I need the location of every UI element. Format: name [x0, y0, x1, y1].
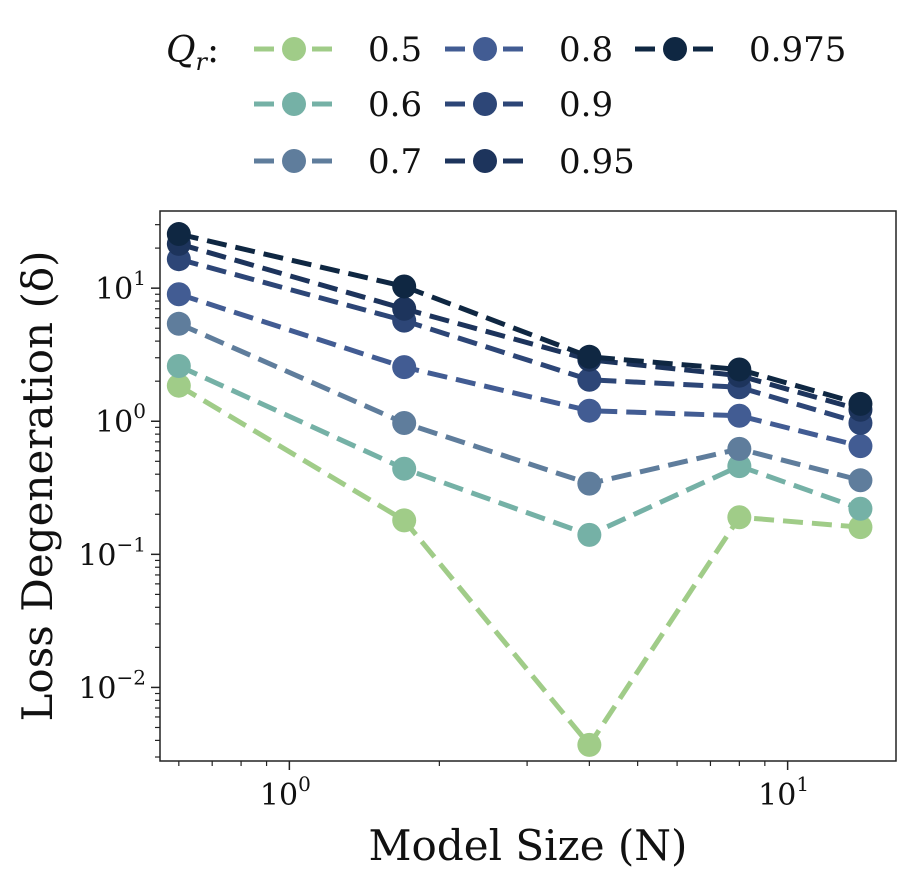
y-tick-exponent-3: 1	[133, 266, 146, 290]
series-line-0.5	[177, 383, 861, 750]
y-tick-base-3: 10	[95, 272, 133, 307]
data-point-0.6-4	[848, 496, 873, 521]
data-point-0.6-3	[727, 454, 752, 479]
legend-label-0.8: 0.8	[559, 30, 613, 70]
y-tick-exponent-2: 0	[133, 399, 146, 423]
data-point-0.5-4	[848, 515, 873, 540]
series-0.7	[166, 311, 873, 496]
x-axis-label: Model Size (N)	[369, 821, 688, 870]
legend-entry-0.975: 0.975	[635, 30, 846, 70]
y-tick-label-3: 101	[95, 266, 146, 307]
data-point-0.9-2	[577, 367, 602, 392]
legend-marker-0.975	[663, 37, 687, 61]
x-tick-exponent-1: 1	[796, 772, 809, 796]
legend-entry-0.8: 0.8	[445, 30, 613, 70]
data-point-0.8-4	[848, 434, 873, 459]
y-tick-base-2: 10	[95, 405, 133, 440]
data-point-0.7-2	[577, 471, 602, 496]
plot-frame	[159, 210, 897, 762]
legend-marker-0.95	[473, 149, 497, 173]
data-point-0.7-3	[727, 436, 752, 461]
x-tick-label-1: 101	[758, 772, 809, 813]
data-point-0.6-2	[577, 522, 602, 547]
legend-marker-0.6	[282, 92, 306, 116]
x-tick-exponent-0: 0	[298, 772, 311, 796]
data-point-0.8-2	[577, 398, 602, 423]
data-point-0.7-4	[848, 468, 873, 493]
legend-entry-0.5: 0.5	[254, 30, 422, 70]
legend-entry-0.9: 0.9	[445, 85, 613, 125]
data-point-0.975-1	[392, 274, 417, 299]
plot-area	[166, 222, 873, 757]
series-0.8	[166, 282, 873, 459]
series-line-0.8	[178, 291, 862, 449]
legend-entry-0.7: 0.7	[254, 142, 422, 182]
data-point-0.6-0	[166, 354, 191, 379]
legend-title: Qr:	[166, 30, 219, 76]
data-point-0.7-1	[392, 411, 417, 436]
y-axis-label: Loss Degeneration (δ)	[13, 251, 62, 722]
legend-label-0.5: 0.5	[368, 30, 422, 70]
legend-marker-0.5	[282, 37, 306, 61]
legend-label-0.6: 0.6	[368, 85, 422, 125]
data-point-0.5-3	[727, 505, 752, 530]
legend-entry-0.6: 0.6	[254, 85, 422, 125]
series-line-0.9	[178, 256, 862, 426]
legend-title-main: Q	[166, 30, 196, 71]
data-point-0.5-0	[166, 373, 191, 398]
data-point-0.8-1	[392, 355, 417, 380]
legend-label-0.9: 0.9	[559, 85, 613, 125]
legend-title-sub: r	[196, 48, 209, 76]
y-tick-exponent-1: −1	[117, 532, 146, 556]
legend-label-0.95: 0.95	[559, 142, 635, 182]
y-tick-base-0: 10	[78, 671, 116, 706]
series-0.975	[166, 222, 873, 416]
legend: Qr: 0.5 0.6 0.7 0.8 0.9 0.95 0.975	[166, 30, 846, 182]
legend-label-0.7: 0.7	[368, 142, 422, 182]
data-point-0.975-4	[848, 391, 873, 416]
legend-label-0.975: 0.975	[749, 30, 846, 70]
data-point-0.975-3	[727, 357, 752, 382]
series-0.6	[166, 354, 873, 547]
series-line-0.975	[178, 231, 862, 407]
data-point-0.8-0	[166, 282, 191, 307]
series-line-0.7	[177, 321, 862, 487]
series-line-0.95	[178, 241, 862, 413]
legend-marker-0.8	[473, 37, 497, 61]
data-point-0.6-1	[392, 456, 417, 481]
data-point-0.7-0	[166, 311, 191, 336]
y-tick-exponent-0: −2	[117, 665, 146, 689]
x-tick-label-0: 100	[260, 772, 311, 813]
y-tick-base-1: 10	[78, 538, 116, 573]
y-tick-label-0: 10−2	[78, 665, 146, 706]
data-point-0.8-3	[727, 403, 752, 428]
data-point-0.975-0	[166, 222, 191, 247]
legend-marker-0.7	[282, 149, 306, 173]
y-tick-label-2: 100	[95, 399, 146, 440]
series-0.5	[166, 373, 873, 757]
data-point-0.5-2	[577, 732, 602, 757]
legend-marker-0.9	[473, 92, 497, 116]
legend-title-suffix: :	[207, 30, 219, 71]
data-point-0.975-2	[577, 344, 602, 369]
y-tick-label-1: 10−1	[78, 532, 146, 573]
legend-entry-0.95: 0.95	[445, 142, 635, 182]
data-point-0.5-1	[392, 508, 417, 533]
data-point-0.95-1	[392, 296, 417, 321]
